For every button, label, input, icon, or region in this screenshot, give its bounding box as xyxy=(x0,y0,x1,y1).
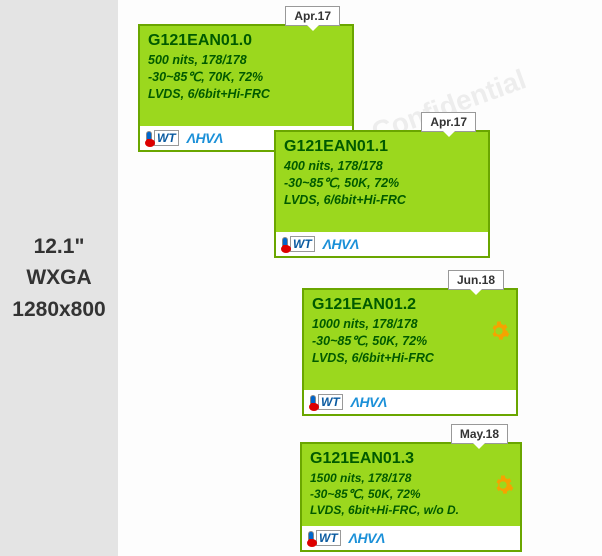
date-tab: Jun.18 xyxy=(448,270,504,290)
spec-line: LVDS, 6bit+Hi-FRC, w/o D. xyxy=(310,502,512,518)
spec-line: LVDS, 6/6bit+Hi-FRC xyxy=(312,350,508,367)
card-footer: WT ΛHVΛ xyxy=(302,526,520,550)
spec-line: 1000 nits, 178/178 xyxy=(312,316,508,333)
wt-label: WT xyxy=(290,236,315,252)
wide-temp-badge: WT xyxy=(282,236,315,252)
thermometer-icon xyxy=(146,131,152,145)
sidebar-resolution: 1280x800 xyxy=(12,294,105,326)
spec-line: -30~85℃, 50K, 72% xyxy=(312,333,508,350)
card-title: G121EAN01.0 xyxy=(140,26,352,50)
spec-line: LVDS, 6/6bit+Hi-FRC xyxy=(148,86,344,103)
gear-icon xyxy=(492,474,514,496)
wt-label: WT xyxy=(318,394,343,410)
card-footer: WT ΛHVΛ xyxy=(304,390,516,414)
date-tab: May.18 xyxy=(451,424,508,444)
spec-line: 500 nits, 178/178 xyxy=(148,52,344,69)
card-spec: 500 nits, 178/178 -30~85℃, 70K, 72% LVDS… xyxy=(140,50,352,105)
card-title: G121EAN01.3 xyxy=(302,444,520,468)
card-footer: WT ΛHVΛ xyxy=(276,232,488,256)
thermometer-icon xyxy=(308,531,314,545)
thermometer-icon xyxy=(282,237,288,251)
card-title: G121EAN01.2 xyxy=(304,290,516,314)
spec-line: -30~85℃, 50K, 72% xyxy=(284,175,480,192)
card-spec: 1500 nits, 178/178 -30~85℃, 50K, 72% LVD… xyxy=(302,468,520,521)
date-tab: Apr.17 xyxy=(285,6,340,26)
wide-temp-badge: WT xyxy=(308,530,341,546)
gear-icon xyxy=(488,320,510,342)
card-spec: 1000 nits, 178/178 -30~85℃, 50K, 72% LVD… xyxy=(304,314,516,369)
sidebar-resname: WXGA xyxy=(26,262,91,294)
ahva-badge: ΛHVΛ xyxy=(351,394,387,410)
product-card: May.18 G121EAN01.3 1500 nits, 178/178 -3… xyxy=(300,442,522,552)
wide-temp-badge: WT xyxy=(310,394,343,410)
card-spec: 400 nits, 178/178 -30~85℃, 50K, 72% LVDS… xyxy=(276,156,488,211)
wide-temp-badge: WT xyxy=(146,130,179,146)
wt-label: WT xyxy=(316,530,341,546)
product-card: Apr.17 G121EAN01.1 400 nits, 178/178 -30… xyxy=(274,130,490,258)
ahva-badge: ΛHVΛ xyxy=(323,236,359,252)
ahva-badge: ΛHVΛ xyxy=(187,130,223,146)
card-title: G121EAN01.1 xyxy=(276,132,488,156)
thermometer-icon xyxy=(310,395,316,409)
spec-line: -30~85℃, 70K, 72% xyxy=(148,69,344,86)
date-tab: Apr.17 xyxy=(421,112,476,132)
ahva-badge: ΛHVΛ xyxy=(349,530,385,546)
spec-line: 1500 nits, 178/178 xyxy=(310,470,512,486)
sidebar-size: 12.1" xyxy=(34,231,85,263)
spec-line: 400 nits, 178/178 xyxy=(284,158,480,175)
spec-line: LVDS, 6/6bit+Hi-FRC xyxy=(284,192,480,209)
wt-label: WT xyxy=(154,130,179,146)
content-area: Confidential Internal U Apr.17 G121EAN01… xyxy=(118,0,602,556)
spec-line: -30~85℃, 50K, 72% xyxy=(310,486,512,502)
sidebar: 12.1" WXGA 1280x800 xyxy=(0,0,118,556)
product-card: Jun.18 G121EAN01.2 1000 nits, 178/178 -3… xyxy=(302,288,518,416)
